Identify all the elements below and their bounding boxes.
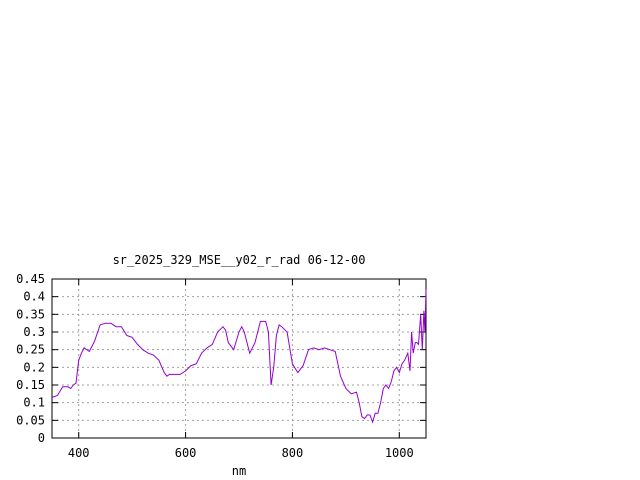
- tick-labels: 0 0.05 0.1 0.15 0.2 0.25 0.3 0.35 0.4 0.45 400 600 8…: [16, 272, 414, 460]
- y-tick-label: 0: [38, 431, 45, 445]
- y-tick-label: 0.25: [16, 343, 45, 357]
- y-tick-label: 0.15: [16, 378, 45, 392]
- y-tick-label: 0.1: [23, 396, 45, 410]
- x-tick-label: 1000: [385, 446, 414, 460]
- y-tick-label: 0.45: [16, 272, 45, 286]
- x-tick-label: 600: [175, 446, 197, 460]
- chart-title: sr_2025_329_MSE__y02_r_rad 06-12-00: [113, 253, 366, 267]
- spectrum-line: [51, 289, 427, 424]
- plot-frame: [51, 278, 427, 439]
- x-tick-label: 800: [282, 446, 304, 460]
- axis-ticks: [52, 278, 426, 439]
- x-tick-label: 400: [68, 446, 90, 460]
- y-tick-label: 0.05: [16, 413, 45, 427]
- y-tick-label: 0.35: [16, 307, 45, 321]
- y-tick-label: 0.2: [23, 360, 45, 374]
- x-axis-label: nm: [232, 464, 246, 478]
- y-tick-label: 0.3: [23, 325, 45, 339]
- grid-lines: [52, 279, 426, 438]
- y-tick-label: 0.4: [23, 290, 45, 304]
